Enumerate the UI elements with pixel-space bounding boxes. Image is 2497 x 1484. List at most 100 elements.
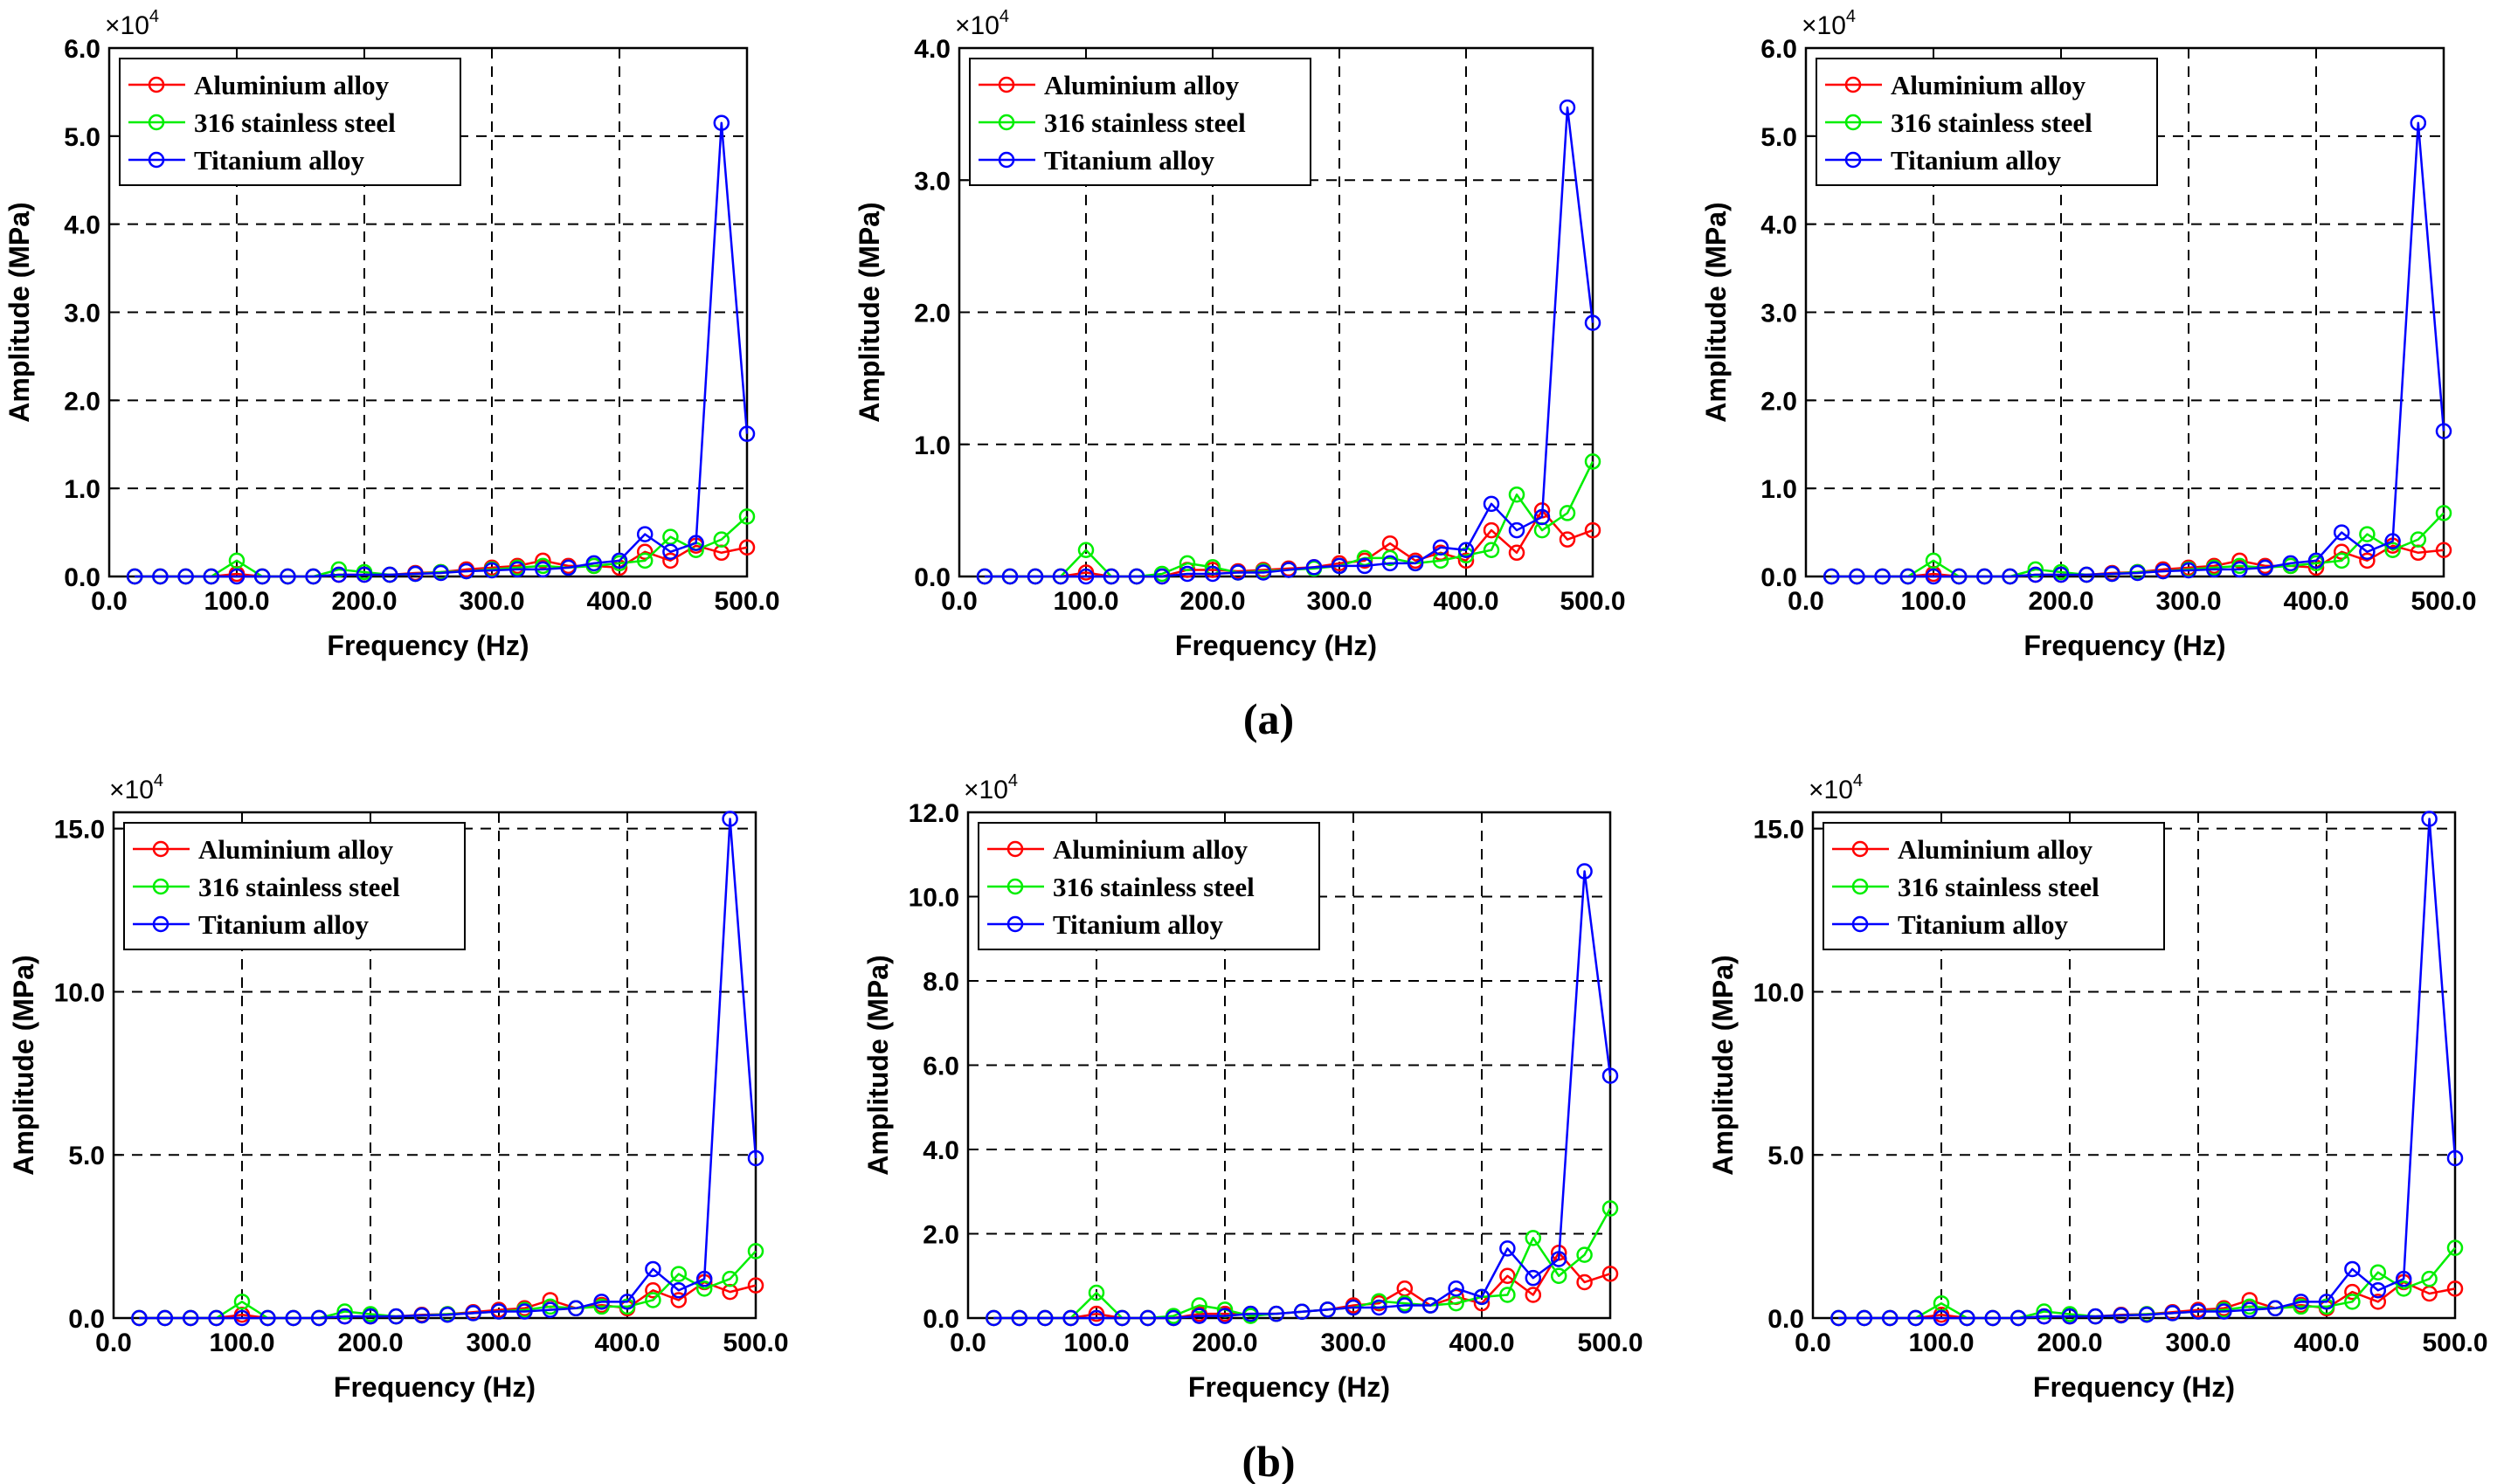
data-point — [228, 552, 246, 569]
y-tick-label: 10.0 — [909, 884, 959, 913]
series-titanium-alloy — [126, 114, 756, 585]
data-point — [1559, 505, 1576, 521]
axis-multiplier: ×104 — [1809, 771, 1863, 804]
data-point — [253, 568, 271, 585]
data-point — [2395, 1270, 2412, 1287]
legend-swatch-marker — [1844, 114, 1862, 131]
panel-label-b: (b) — [1242, 1437, 1295, 1484]
data-point — [738, 425, 756, 442]
data-point — [1088, 1305, 1105, 1322]
data-point — [1457, 542, 1475, 558]
x-tick-label: 200.0 — [2028, 587, 2093, 616]
data-point — [1874, 568, 1891, 585]
data-point — [645, 1260, 661, 1278]
data-point — [508, 561, 526, 578]
legend-label: Aluminium alloy — [1891, 70, 2086, 100]
data-point — [2395, 1280, 2412, 1297]
data-point — [1601, 1266, 1619, 1282]
data-point — [1950, 568, 1968, 585]
x-tick-label: 300.0 — [466, 1329, 531, 1357]
y-tick-label: 1.0 — [914, 431, 951, 460]
data-point — [1293, 1303, 1311, 1321]
data-point — [986, 1309, 1002, 1327]
data-point — [2180, 562, 2197, 579]
chart-a2: 0.0 100.0 200.0 300.0 400.0 500.0 0.0 1.0 2.0 3.0… — [854, 7, 1626, 661]
chart-b2: 0.0 100.0 200.0 300.0 400.0 500.0 0.0 2.0 4.0 6.0… — [862, 771, 1643, 1403]
x-tick-label: 100.0 — [1900, 587, 1966, 616]
data-point — [1525, 1269, 1542, 1287]
data-point — [2257, 559, 2273, 576]
legend-swatch-marker — [1006, 840, 1024, 858]
data-point — [177, 568, 194, 585]
x-axis-label: Frequency (Hz) — [334, 1371, 536, 1403]
data-point — [2241, 1301, 2258, 1318]
data-point — [233, 1309, 251, 1327]
legend-swatch-marker — [1006, 878, 1024, 895]
data-point — [695, 1280, 713, 1297]
data-point — [1508, 521, 1525, 539]
series-titanium-alloy — [976, 99, 1601, 585]
x-tick-label: 300.0 — [1320, 1329, 1386, 1357]
data-point — [585, 555, 603, 572]
data-point — [1103, 568, 1120, 585]
data-point — [1139, 1309, 1157, 1327]
y-tick-label: 1.0 — [1760, 475, 1797, 504]
legend-swatch-marker — [1844, 76, 1862, 93]
data-point — [747, 1277, 764, 1294]
data-point — [2307, 552, 2325, 569]
data-point — [1153, 568, 1171, 585]
y-tick-label: 5.0 — [1760, 123, 1797, 152]
y-axis-label: Amplitude (MPa) — [862, 955, 894, 1175]
data-point — [1483, 542, 1500, 558]
data-point — [1255, 564, 1272, 581]
data-point — [1499, 1287, 1516, 1303]
y-tick-label: 5.0 — [64, 123, 100, 152]
data-point — [2344, 1294, 2361, 1310]
data-point — [2129, 564, 2146, 582]
legend: Aluminium alloy 316 stainless steel Titani… — [978, 822, 1320, 950]
x-tick-label: 300.0 — [2165, 1329, 2231, 1357]
data-point — [1525, 1287, 1542, 1303]
data-point — [2113, 1307, 2130, 1324]
data-point — [1331, 557, 1348, 575]
series-line — [985, 509, 1594, 578]
data-point — [1823, 568, 1840, 585]
legend: Aluminium alloy 316 stainless steel Titani… — [969, 58, 1311, 186]
x-tick-label: 0.0 — [1795, 1329, 1831, 1357]
y-tick-label: 1.0 — [64, 475, 100, 504]
data-point — [2231, 552, 2248, 569]
data-point — [490, 1303, 508, 1320]
data-point — [1077, 542, 1095, 558]
data-point — [2293, 1298, 2309, 1315]
y-tick-label: 0.0 — [1760, 563, 1797, 592]
data-point — [1319, 1301, 1336, 1318]
data-point — [2318, 1298, 2335, 1315]
data-point — [619, 1294, 636, 1310]
legend: Aluminium alloy 316 stainless steel Titani… — [123, 822, 466, 950]
data-point — [2087, 1308, 2104, 1325]
legend-label: Titanium alloy — [1053, 909, 1223, 940]
data-point — [2293, 1294, 2309, 1310]
data-point — [1976, 568, 1993, 585]
data-point — [1421, 1297, 1439, 1314]
legend-swatch-marker — [152, 915, 169, 933]
data-point — [670, 1292, 688, 1308]
data-point — [1077, 568, 1095, 585]
data-point — [439, 1307, 456, 1323]
data-point — [747, 1149, 764, 1167]
data-point — [2369, 1264, 2387, 1280]
data-point — [2282, 555, 2300, 572]
data-point — [1584, 453, 1601, 470]
data-point — [432, 564, 449, 582]
x-tick-label: 0.0 — [941, 587, 978, 616]
data-point — [259, 1309, 276, 1327]
data-point — [2078, 566, 2095, 583]
data-point — [131, 1309, 148, 1327]
legend-swatch-marker — [1006, 915, 1024, 933]
data-point — [567, 1300, 584, 1317]
data-point — [619, 1298, 636, 1315]
data-point — [458, 563, 475, 580]
data-point — [1027, 568, 1044, 585]
legend-label: Titanium alloy — [1044, 145, 1214, 176]
